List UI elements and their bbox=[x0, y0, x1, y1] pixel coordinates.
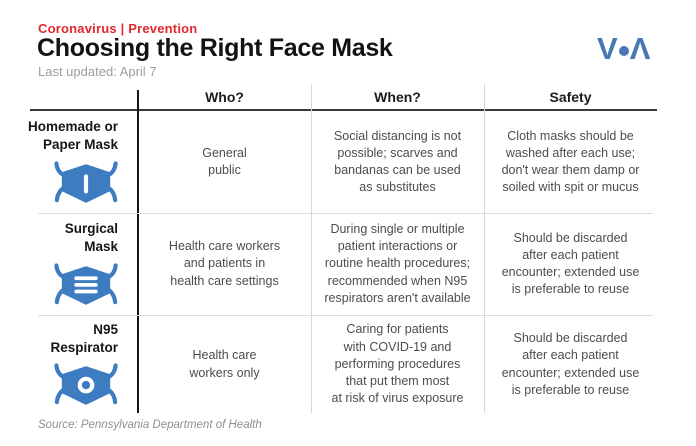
vertical-divider-safety bbox=[484, 84, 485, 413]
row-separator-2 bbox=[38, 315, 653, 316]
last-updated-text: Last updated: April 7 bbox=[38, 64, 157, 79]
cell-homemade-when: Social distancing is not possible; scarv… bbox=[333, 128, 462, 195]
row-separator-1 bbox=[38, 213, 653, 214]
paper-mask-icon bbox=[54, 160, 118, 203]
column-header-when: When? bbox=[374, 89, 421, 105]
page-title: Choosing the Right Face Mask bbox=[37, 34, 393, 62]
voa-logo: V Λ bbox=[597, 33, 650, 64]
vertical-divider-main bbox=[137, 90, 139, 413]
header-underline bbox=[30, 109, 657, 111]
table-row-label-homemade: Homemade or Paper Mask bbox=[0, 112, 118, 212]
mask-type-label: N95 Respirator bbox=[50, 321, 118, 355]
column-header-who: Who? bbox=[205, 89, 244, 105]
voa-logo-a: Λ bbox=[629, 31, 651, 66]
voa-logo-v: V bbox=[597, 31, 618, 66]
table-row-label-n95: N95 Respirator bbox=[0, 316, 118, 413]
cell-surgical-when: During single or multiple patient intera… bbox=[324, 221, 471, 305]
cell-n95-who: Health care workers only bbox=[189, 348, 260, 380]
surgical-mask-icon bbox=[54, 262, 118, 305]
category-breadcrumb: Coronavirus | Prevention bbox=[38, 21, 198, 36]
voa-logo-dot-icon bbox=[618, 45, 629, 56]
table-row-label-surgical: Surgical Mask bbox=[0, 214, 118, 314]
cell-surgical-who: Health care workers and patients in heal… bbox=[168, 239, 281, 288]
cell-surgical-safety: Should be discarded after each patient e… bbox=[501, 230, 640, 297]
cell-homemade-safety: Cloth masks should be washed after each … bbox=[501, 128, 640, 195]
source-attribution: Source: Pennsylvania Department of Healt… bbox=[38, 419, 262, 431]
mask-type-label: Surgical Mask bbox=[64, 221, 118, 254]
cell-n95-safety: Should be discarded after each patient e… bbox=[501, 331, 640, 397]
cell-homemade-who: General public bbox=[202, 145, 247, 177]
mask-type-label: Homemade or Paper Mask bbox=[27, 119, 118, 152]
n95-mask-icon bbox=[54, 363, 118, 405]
column-header-safety: Safety bbox=[549, 89, 592, 105]
vertical-divider-when bbox=[311, 84, 312, 413]
cell-n95-when: Caring for patients with COVID-19 and pe… bbox=[331, 322, 464, 406]
